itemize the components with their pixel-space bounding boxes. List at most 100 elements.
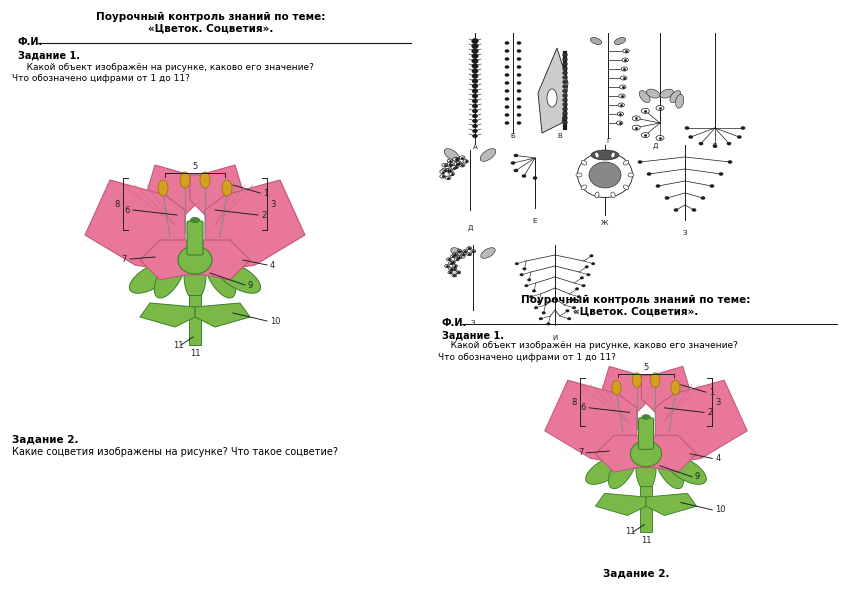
Ellipse shape [528, 278, 531, 281]
Ellipse shape [472, 124, 477, 128]
Ellipse shape [472, 89, 478, 93]
Ellipse shape [442, 164, 447, 167]
Ellipse shape [632, 373, 642, 387]
Text: Задание 1.: Задание 1. [442, 330, 504, 340]
Ellipse shape [642, 108, 649, 114]
Ellipse shape [727, 161, 732, 164]
Ellipse shape [517, 42, 521, 45]
Ellipse shape [445, 176, 451, 180]
Ellipse shape [562, 89, 568, 93]
Ellipse shape [517, 58, 521, 61]
Ellipse shape [575, 287, 578, 290]
Text: 9: 9 [248, 280, 253, 290]
Ellipse shape [623, 185, 629, 190]
Ellipse shape [154, 253, 186, 298]
Polygon shape [140, 240, 250, 280]
Ellipse shape [611, 152, 616, 158]
Ellipse shape [505, 74, 509, 77]
Ellipse shape [612, 380, 621, 395]
Text: 9: 9 [695, 472, 701, 481]
Ellipse shape [562, 53, 568, 57]
FancyBboxPatch shape [638, 418, 653, 449]
Ellipse shape [472, 68, 478, 73]
Text: Какие соцветия изображены на рисунке? Что такое соцветие?: Какие соцветия изображены на рисунке? Чт… [12, 447, 338, 457]
Ellipse shape [594, 152, 599, 158]
Ellipse shape [628, 173, 634, 177]
Ellipse shape [522, 174, 526, 177]
Text: Е: Е [713, 143, 717, 149]
Ellipse shape [517, 82, 521, 84]
Ellipse shape [581, 160, 587, 165]
Ellipse shape [609, 447, 637, 488]
Ellipse shape [466, 253, 472, 256]
Ellipse shape [447, 162, 453, 165]
Ellipse shape [591, 262, 595, 265]
Ellipse shape [514, 154, 518, 157]
Ellipse shape [631, 441, 662, 466]
Polygon shape [595, 367, 651, 422]
Text: 10: 10 [715, 505, 726, 515]
Ellipse shape [571, 299, 574, 301]
Polygon shape [140, 165, 200, 225]
Text: 1: 1 [709, 388, 714, 397]
Text: Б: Б [510, 133, 515, 139]
Ellipse shape [562, 107, 568, 111]
Ellipse shape [505, 42, 509, 45]
Text: Задание 1.: Задание 1. [18, 50, 80, 60]
Ellipse shape [472, 43, 478, 49]
Text: «Цветок. Соцветия».: «Цветок. Соцветия». [573, 307, 699, 317]
Ellipse shape [562, 76, 568, 80]
Ellipse shape [514, 169, 518, 172]
Ellipse shape [472, 94, 478, 98]
Ellipse shape [632, 125, 640, 130]
Ellipse shape [701, 196, 705, 199]
Ellipse shape [445, 264, 450, 268]
Polygon shape [655, 380, 747, 463]
Ellipse shape [461, 252, 466, 255]
Ellipse shape [505, 121, 509, 124]
Ellipse shape [505, 105, 509, 108]
Polygon shape [189, 295, 201, 345]
Ellipse shape [446, 258, 451, 261]
Ellipse shape [454, 157, 460, 161]
Text: 4: 4 [715, 454, 721, 463]
Text: Что обозначено цифрами от 1 до 11?: Что обозначено цифрами от 1 до 11? [438, 352, 616, 362]
Ellipse shape [642, 415, 650, 419]
Ellipse shape [719, 173, 723, 176]
Ellipse shape [580, 277, 584, 279]
Ellipse shape [710, 184, 714, 187]
Ellipse shape [445, 149, 460, 161]
Ellipse shape [472, 58, 478, 64]
Text: Ф.И.: Ф.И. [442, 318, 467, 328]
Ellipse shape [727, 142, 731, 145]
Ellipse shape [591, 150, 619, 160]
Ellipse shape [562, 80, 568, 84]
Ellipse shape [505, 114, 509, 117]
Ellipse shape [737, 136, 741, 139]
Ellipse shape [665, 196, 669, 199]
Ellipse shape [562, 67, 568, 70]
Ellipse shape [472, 54, 478, 58]
Text: 8: 8 [572, 398, 577, 407]
Ellipse shape [449, 268, 454, 271]
Polygon shape [538, 48, 568, 133]
Ellipse shape [620, 85, 626, 89]
Text: 6: 6 [125, 205, 130, 215]
Text: Д: Д [467, 225, 472, 231]
Ellipse shape [472, 129, 477, 133]
Ellipse shape [647, 89, 660, 98]
Text: Г: Г [606, 138, 610, 144]
Ellipse shape [447, 164, 453, 167]
Ellipse shape [685, 127, 689, 130]
Ellipse shape [617, 112, 624, 116]
Text: Что обозначено цифрами от 1 до 11?: Что обозначено цифрами от 1 до 11? [12, 74, 190, 83]
Ellipse shape [671, 380, 680, 395]
Ellipse shape [505, 58, 509, 61]
Ellipse shape [594, 192, 599, 198]
Text: Поурочный контроль знаний по теме:: Поурочный контроль знаний по теме: [521, 295, 751, 305]
Ellipse shape [623, 160, 629, 165]
Text: 4: 4 [270, 261, 275, 270]
Text: 2: 2 [707, 408, 712, 417]
Ellipse shape [577, 296, 580, 298]
Ellipse shape [466, 247, 472, 250]
